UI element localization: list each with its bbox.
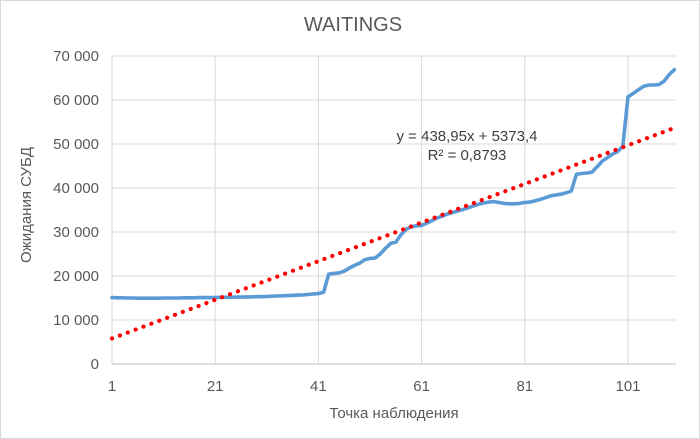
y-tick-label: 40 000	[53, 180, 99, 197]
y-tick-label: 30 000	[53, 224, 99, 241]
series-layer	[109, 67, 677, 341]
x-axis-title: Точка наблюдения	[329, 405, 458, 422]
y-tick-label: 50 000	[53, 136, 99, 153]
x-tick-label: 61	[413, 378, 430, 395]
trendline-dotted	[109, 125, 677, 341]
y-tick-label: 10 000	[53, 312, 99, 329]
x-tick-label: 101	[615, 378, 640, 395]
series-line-waitings	[110, 67, 677, 301]
x-tick-label: 1	[108, 378, 116, 395]
y-tick-label: 20 000	[53, 268, 99, 285]
trendline-equation-label: y = 438,95x + 5373,4	[397, 128, 538, 145]
gridlines	[111, 55, 676, 364]
y-tick-label: 70 000	[53, 48, 99, 65]
chart-title: WAITINGS	[304, 14, 402, 36]
x-tick-label: 21	[207, 378, 224, 395]
x-tick-label: 41	[310, 378, 327, 395]
tick-labels: 0 10 000 20 000 30 000 40 000 50 000 60 000 70 …	[53, 48, 640, 395]
y-tick-label: 60 000	[53, 92, 99, 109]
y-tick-label: 0	[91, 356, 99, 373]
x-tick-label: 81	[516, 378, 533, 395]
trendline-r2-label: R² = 0,8793	[428, 147, 507, 164]
y-axis-title: Ожидания СУБД	[18, 147, 35, 263]
